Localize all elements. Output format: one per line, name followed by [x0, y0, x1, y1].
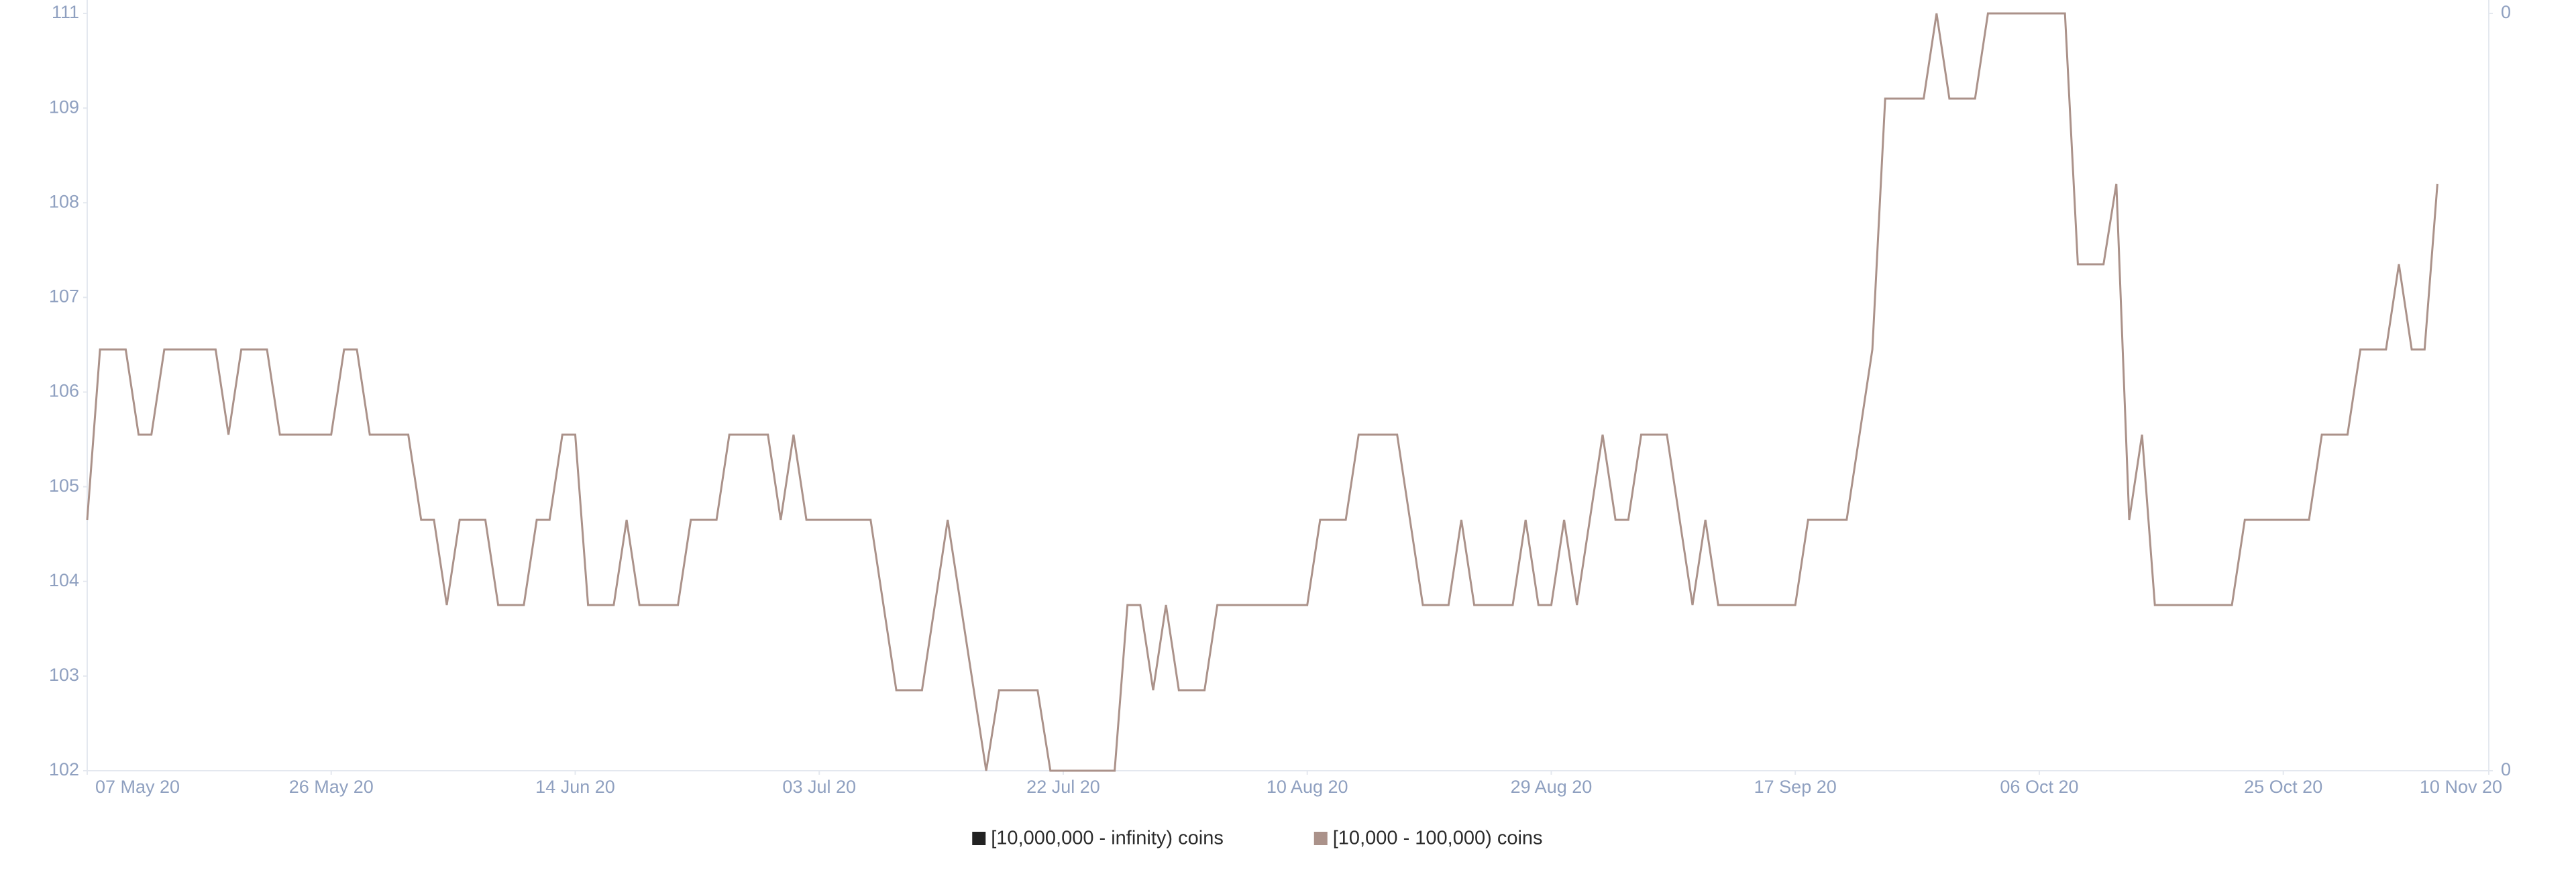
x-tick-label: 17 Sep 20	[1754, 777, 1837, 797]
legend-label: [10,000,000 - infinity) coins	[991, 828, 1224, 849]
legend-swatch	[972, 832, 986, 845]
x-tick-label: 10 Nov 20	[2420, 777, 2502, 797]
y-tick-label: 104	[49, 570, 79, 590]
legend-item: [10,000,000 - infinity) coins	[972, 828, 1224, 849]
y-tick-label: 111	[52, 2, 79, 22]
x-tick-label: 29 Aug 20	[1511, 777, 1593, 797]
y2-tick-label: 0	[2501, 2, 2511, 22]
y-tick-label: 109	[49, 97, 79, 117]
x-tick-label: 07 May 20	[95, 777, 180, 797]
y-tick-label: 103	[49, 665, 79, 685]
legend-item: [10,000 - 100,000) coins	[1313, 828, 1543, 849]
y-tick-label: 106	[49, 381, 79, 401]
x-tick-label: 22 Jul 20	[1026, 777, 1100, 797]
y-tick-label: 105	[49, 476, 79, 496]
x-tick-label: 03 Jul 20	[782, 777, 856, 797]
legend-swatch	[1313, 832, 1328, 845]
x-tick-label: 26 May 20	[289, 777, 374, 797]
y-tick-label: 108	[49, 191, 79, 211]
data-line	[86, 12, 2438, 772]
legend: [10,000,000 - infinity) coins [10,000 - 1…	[972, 828, 1543, 849]
x-tick-label: 14 Jun 20	[535, 777, 615, 797]
y-tick-label: 102	[49, 759, 79, 779]
x-tick-label: 10 Aug 20	[1267, 777, 1348, 797]
y2-tick-label: 0	[2501, 759, 2511, 779]
y-tick-label: 107	[49, 286, 79, 307]
legend-label: [10,000 - 100,000) coins	[1333, 828, 1543, 849]
x-tick-label: 06 Oct 20	[2000, 777, 2078, 797]
x-tick-label: 25 Oct 20	[2244, 777, 2322, 797]
